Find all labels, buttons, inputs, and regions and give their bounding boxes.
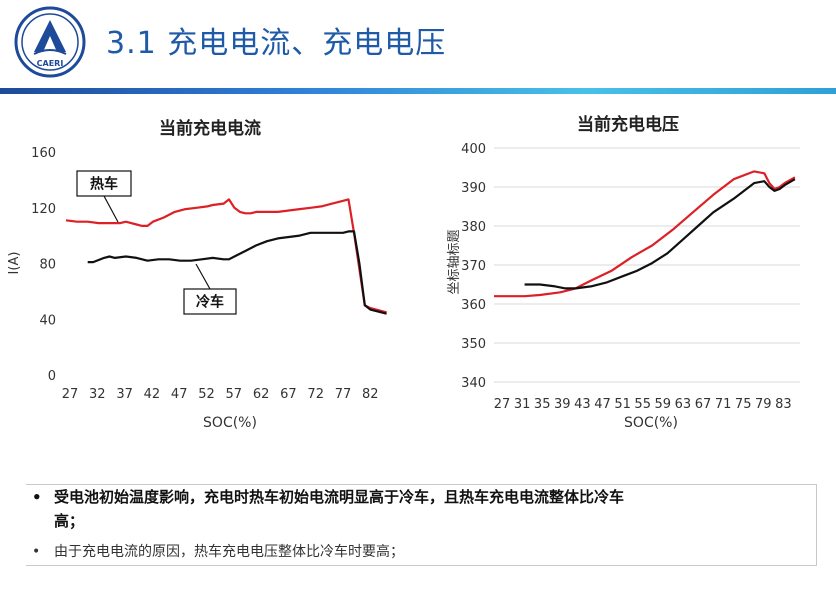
hot-car-annotation: 热车 — [90, 176, 118, 193]
voltage-x-tick-label: 47 — [594, 397, 611, 412]
current-x-tick-label: 47 — [171, 387, 188, 402]
voltage-chart-title: 当前充电电压 — [577, 114, 679, 135]
voltage-y-tick-label: 340 — [461, 376, 486, 391]
voltage-x-tick-label: 43 — [574, 397, 591, 412]
cold-car-leader-line — [195, 263, 211, 290]
voltage-x-tick-label: 63 — [675, 397, 692, 412]
current-y-axis-label: I(A) — [7, 252, 22, 275]
voltage-x-tick-label: 51 — [614, 397, 631, 412]
title-bar-divider — [0, 88, 836, 94]
voltage-y-tick-label: 370 — [461, 259, 486, 274]
voltage-series-line-cold — [524, 178, 796, 290]
voltage-x-tick-label: 79 — [755, 397, 772, 412]
voltage-x-tick-label: 67 — [695, 397, 712, 412]
current-x-tick-label: 52 — [198, 387, 215, 402]
voltage-x-axis-label: SOC(%) — [624, 415, 678, 431]
current-series-line-hot — [65, 198, 387, 314]
bullet-2-line-1: 由于充电电流的原因，热车充电电压整体比冷车时要高； — [54, 544, 404, 560]
voltage-x-tick-label: 35 — [534, 397, 551, 412]
current-y-tick-label: 40 — [39, 313, 56, 328]
current-y-tick-label: 120 — [31, 202, 56, 217]
current-chart-title: 当前充电电流 — [159, 118, 261, 139]
voltage-series-line-hot — [494, 170, 796, 298]
current-x-tick-label: 77 — [335, 387, 352, 402]
page-title: 3.1 充电电流、充电电压 — [106, 26, 447, 61]
bullet-item-2: • 由于充电电流的原因，热车充电电压整体比冷车时要高； — [32, 544, 404, 560]
voltage-x-tick-label: 55 — [634, 397, 651, 412]
current-y-tick-label: 0 — [48, 369, 56, 384]
bullet-1-line-1: 受电池初始温度影响，充电时热车初始电流明显高于冷车，且热车充电电流整体比冷车 — [54, 488, 625, 506]
voltage-x-tick-label: 75 — [735, 397, 752, 412]
voltage-y-tick-label: 380 — [461, 220, 486, 235]
charts-canvas: 当前充电电流 0 40 80 120 160 27 32 37 42 47 52 57 62 67 72 77 8… — [7, 114, 800, 431]
logo-text: CAERI — [37, 59, 64, 68]
current-y-tick-label: 160 — [31, 146, 56, 161]
hot-car-annotation-box — [76, 170, 132, 197]
hot-car-leader-line — [103, 195, 119, 223]
voltage-x-tick-label: 59 — [655, 397, 672, 412]
voltage-x-tick-label: 71 — [715, 397, 732, 412]
voltage-y-tick-label: 390 — [461, 181, 486, 196]
current-series-line-cold — [87, 230, 387, 315]
current-x-tick-label: 67 — [280, 387, 297, 402]
current-x-tick-label: 62 — [253, 387, 270, 402]
current-y-tick-label: 80 — [39, 258, 56, 273]
voltage-y-tick-label: 400 — [461, 142, 486, 157]
voltage-x-tick-label: 31 — [514, 397, 531, 412]
current-x-tick-label: 37 — [116, 387, 133, 402]
caeri-logo-icon: CAERI — [14, 6, 86, 78]
voltage-y-tick-label: 360 — [461, 298, 486, 313]
current-x-tick-label: 32 — [89, 387, 106, 402]
current-x-tick-label: 72 — [307, 387, 324, 402]
current-x-axis-label: SOC(%) — [203, 415, 257, 431]
bullet-item-1: • 受电池初始温度影响，充电时热车初始电流明显高于冷车，且热车充电电流整体比冷车 … — [32, 485, 624, 533]
current-x-tick-label: 42 — [144, 387, 161, 402]
voltage-x-tick-label: 83 — [775, 397, 792, 412]
voltage-x-tick-label: 39 — [554, 397, 571, 412]
bullet-box: • 受电池初始温度影响，充电时热车初始电流明显高于冷车，且热车充电电流整体比冷车 … — [26, 484, 817, 566]
current-x-tick-label: 82 — [362, 387, 379, 402]
current-x-tick-label: 27 — [62, 387, 79, 402]
voltage-y-tick-label: 350 — [461, 337, 486, 352]
current-x-tick-label: 57 — [226, 387, 243, 402]
voltage-x-tick-label: 27 — [494, 397, 511, 412]
cold-car-annotation: 冷车 — [196, 294, 224, 311]
bullet-1-line-2: 高； — [54, 512, 85, 530]
voltage-y-axis-label: 坐标轴标题 — [447, 229, 462, 294]
